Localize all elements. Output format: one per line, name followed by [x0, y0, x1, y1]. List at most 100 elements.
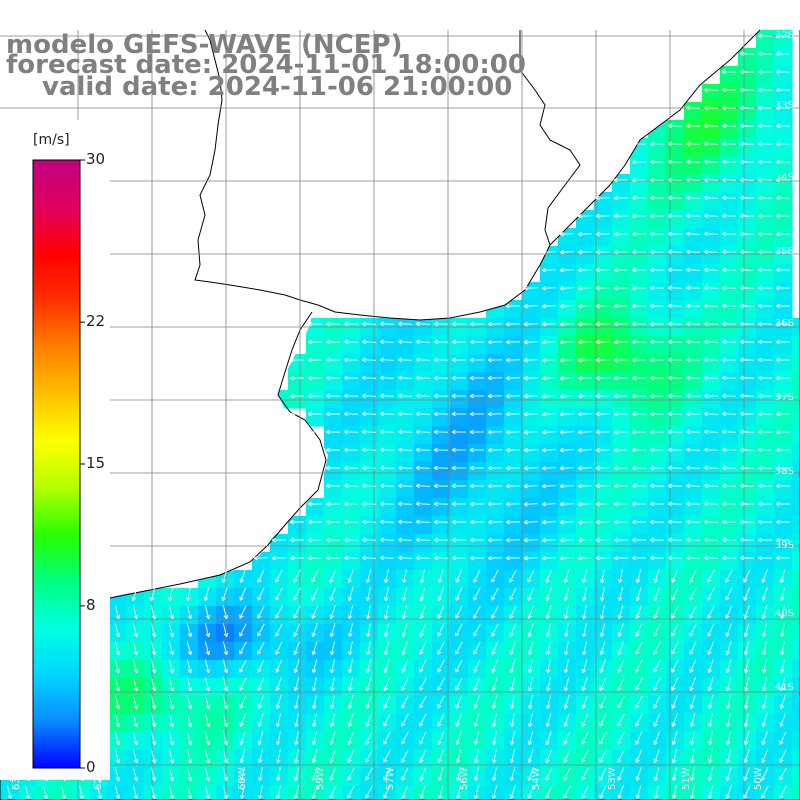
wind-arrow-icon: [257, 641, 265, 655]
wind-speed-cell: [756, 246, 775, 265]
wind-arrow-icon: [433, 375, 449, 381]
wind-arrow-icon: [779, 623, 785, 638]
wind-arrow-icon: [541, 303, 557, 309]
wind-speed-cell: [522, 660, 541, 679]
wind-speed-cell: [216, 642, 235, 661]
wind-arrow-icon: [617, 659, 625, 673]
wind-arrow-icon: [383, 749, 391, 763]
wind-arrow-icon: [505, 339, 521, 345]
wind-arrow-icon: [505, 429, 521, 435]
wind-speed-cell: [702, 156, 721, 175]
wind-speed-cell: [648, 750, 667, 769]
wind-arrow-icon: [631, 231, 647, 237]
wind-arrow-icon: [721, 105, 737, 111]
wind-speed-cell: [720, 354, 739, 373]
wind-arrow-icon: [617, 605, 624, 620]
wind-speed-cell: [648, 408, 667, 427]
wind-arrow-icon: [275, 767, 281, 782]
wind-speed-cell: [612, 696, 631, 715]
wind-arrow-icon: [383, 569, 389, 584]
wind-arrow-icon: [739, 141, 755, 147]
wind-speed-cell: [630, 732, 649, 751]
wind-speed-cell: [666, 498, 685, 517]
wind-speed-cell: [738, 138, 757, 157]
wind-speed-cell: [720, 480, 739, 499]
wind-speed-cell: [396, 606, 415, 625]
wind-arrow-icon: [685, 411, 701, 417]
wind-speed-cell: [198, 606, 217, 625]
wind-speed-cell: [756, 174, 775, 193]
wind-arrow-icon: [397, 339, 413, 345]
wind-arrow-icon: [631, 141, 647, 147]
wind-speed-cell: [558, 498, 577, 517]
wind-arrow-icon: [415, 555, 431, 561]
latitude-label: 41S: [774, 682, 794, 693]
wind-arrow-icon: [505, 321, 521, 327]
wind-arrow-icon: [721, 429, 737, 435]
wind-arrow-icon: [577, 339, 593, 345]
wind-speed-cell: [792, 372, 800, 391]
wind-arrow-icon: [455, 569, 462, 583]
wind-arrow-icon: [545, 659, 551, 674]
wind-arrow-icon: [401, 623, 408, 638]
wind-speed-cell: [612, 246, 631, 265]
wind-speed-cell: [684, 408, 703, 427]
wind-arrow-icon: [383, 785, 391, 799]
wind-arrow-icon: [509, 569, 517, 583]
wind-speed-cell: [432, 714, 451, 733]
wind-arrow-icon: [168, 749, 175, 764]
wind-speed-cell: [360, 354, 379, 373]
wind-arrow-icon: [491, 587, 499, 601]
wind-speed-cell: [432, 732, 451, 751]
wind-speed-cell: [738, 786, 757, 800]
wind-speed-cell: [414, 570, 433, 589]
wind-arrow-icon: [739, 51, 755, 57]
wind-arrow-icon: [433, 537, 449, 543]
wind-arrow-icon: [775, 375, 791, 381]
wind-speed-cell: [594, 786, 613, 800]
wind-arrow-icon: [293, 569, 301, 583]
wind-arrow-icon: [347, 695, 354, 710]
wind-speed-cell: [558, 282, 577, 301]
wind-arrow-icon: [595, 447, 611, 453]
wind-arrow-icon: [455, 623, 463, 637]
wind-arrow-icon: [379, 447, 395, 453]
wind-arrow-icon: [275, 659, 283, 673]
wind-speed-cell: [648, 696, 667, 715]
wind-arrow-icon: [721, 321, 737, 327]
wind-arrow-icon: [595, 501, 611, 507]
wind-speed-cell: [774, 138, 793, 157]
wind-speed-cell: [774, 642, 793, 661]
wind-speed-cell: [756, 120, 775, 139]
wind-speed-cell: [468, 660, 487, 679]
wind-speed-cell: [666, 120, 685, 139]
wind-arrow-icon: [221, 569, 228, 584]
wind-speed-cell: [288, 768, 307, 787]
wind-arrow-icon: [114, 659, 121, 674]
wind-speed-cell: [612, 390, 631, 409]
wind-speed-cell: [378, 444, 397, 463]
wind-speed-cell: [378, 408, 397, 427]
wind-arrow-icon: [455, 641, 463, 655]
wind-speed-cell: [684, 552, 703, 571]
wind-speed-cell: [594, 426, 613, 445]
wind-speed-cell: [342, 426, 361, 445]
wind-arrow-icon: [383, 587, 389, 602]
wind-speed-cell: [468, 786, 487, 800]
wind-arrow-icon: [415, 501, 431, 507]
wind-speed-cell: [774, 714, 793, 733]
wind-speed-cell: [576, 246, 595, 265]
wind-arrow-icon: [613, 339, 629, 345]
wind-speed-cell: [378, 354, 397, 373]
wind-arrow-icon: [329, 623, 336, 638]
wind-arrow-icon: [131, 587, 138, 601]
forecast-date: forecast date: 2024-11-01 18:00:00: [6, 50, 526, 80]
wind-arrow-icon: [721, 303, 737, 309]
wind-arrow-icon: [599, 767, 607, 781]
wind-arrow-icon: [559, 555, 575, 561]
wind-speed-cell: [576, 480, 595, 499]
wind-speed-cell: [432, 750, 451, 769]
wind-speed-cell: [144, 642, 163, 661]
wind-arrow-icon: [581, 713, 589, 727]
wind-speed-cell: [702, 210, 721, 229]
